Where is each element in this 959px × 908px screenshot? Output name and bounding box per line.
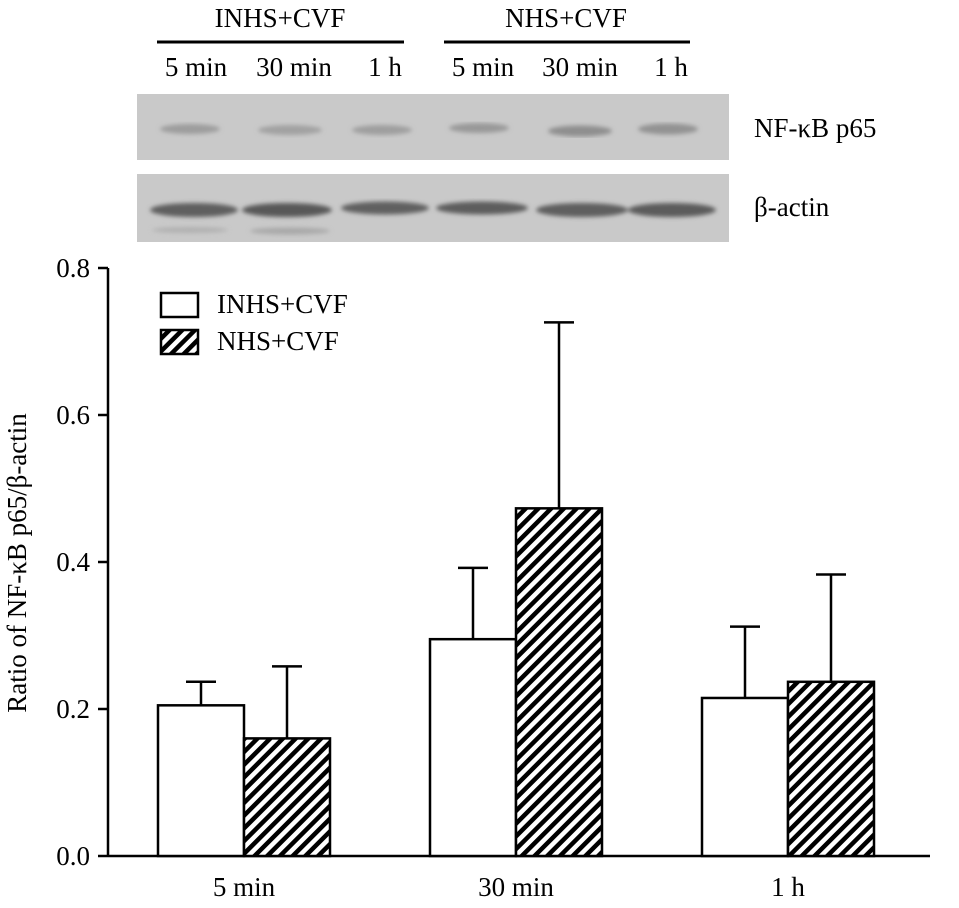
bar-inhs	[428, 637, 518, 858]
bar-inhs	[700, 696, 790, 858]
x-tick-label: 30 min	[478, 872, 554, 902]
blot-band-label-nfkb: NF-κB p65	[754, 113, 876, 143]
blot-band	[160, 124, 220, 134]
blot-group-label-nhs: NHS+CVF	[505, 3, 627, 33]
bar-inhs	[156, 704, 246, 858]
legend-swatch-inhs	[159, 291, 200, 319]
blot-lane-label: 5 min	[165, 52, 228, 82]
blot-lane-label: 5 min	[452, 52, 515, 82]
legend-label-nhs: NHS+CVF	[217, 326, 339, 356]
blot-band	[536, 203, 628, 217]
blot-lane-label: 30 min	[256, 52, 332, 82]
blot-band-label-actin: β-actin	[754, 192, 830, 222]
blot-band	[150, 203, 238, 217]
y-tick-label: 0.8	[56, 253, 90, 283]
blot-band	[258, 125, 322, 135]
legend: INHS+CVF NHS+CVF	[159, 289, 348, 356]
blot-band-faint	[250, 227, 330, 235]
blot-band-faint	[152, 227, 228, 233]
bar-nhs	[786, 680, 876, 858]
bar-nhs	[514, 507, 604, 858]
blot-lane-label: 1 h	[654, 52, 688, 82]
blot-band	[548, 125, 612, 137]
y-tick-label: 0.4	[56, 547, 90, 577]
blot-group-label-inhs: INHS+CVF	[215, 3, 346, 33]
y-tick-label: 0.6	[56, 400, 90, 430]
blot-band	[638, 123, 698, 135]
blot-lane-label: 1 h	[368, 52, 402, 82]
blot-band	[352, 125, 412, 135]
western-blot: INHS+CVF NHS+CVF 5 min 30 min 1 h 5 min …	[137, 3, 876, 242]
y-axis-label: Ratio of NF-κB p65/β-actin	[2, 413, 32, 713]
x-tick-label: 1 h	[771, 872, 805, 902]
y-tick-label: 0.0	[56, 841, 90, 871]
legend-swatch-nhs	[159, 328, 200, 356]
blot-band	[436, 201, 528, 215]
blot-bands-actin	[150, 201, 716, 235]
blot-band	[628, 203, 716, 217]
blot-band	[341, 201, 429, 215]
legend-label-inhs: INHS+CVF	[217, 289, 348, 319]
blot-bands-nfkb	[160, 123, 698, 137]
y-tick-label: 0.2	[56, 694, 90, 724]
blot-strip-nfkb	[137, 94, 729, 160]
x-tick-label: 5 min	[213, 872, 276, 902]
blot-band	[242, 203, 332, 217]
bar-nhs	[242, 737, 332, 858]
blot-lane-label: 30 min	[542, 52, 618, 82]
blot-band	[449, 123, 509, 133]
bar-chart: Ratio of NF-κB p65/β-actin 0.0 0.2 0.4 0.6 0…	[2, 253, 930, 902]
